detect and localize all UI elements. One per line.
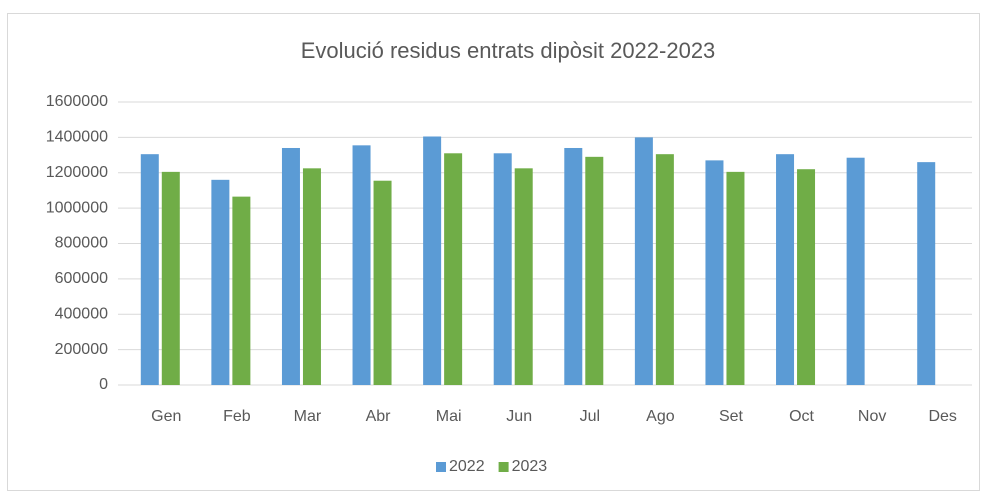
bar — [564, 147, 583, 385]
bar — [776, 154, 795, 385]
x-tick-label: Jul — [580, 408, 600, 425]
bar — [726, 171, 745, 385]
x-tick-label: Feb — [223, 408, 251, 425]
x-tick-label: Des — [928, 408, 956, 425]
legend-swatch — [498, 462, 509, 472]
x-tick-label: Mar — [294, 408, 322, 425]
y-tick-label: 400000 — [55, 305, 108, 322]
y-tick-label: 200000 — [55, 341, 108, 358]
bar — [352, 145, 371, 385]
y-tick-label: 1200000 — [46, 164, 108, 181]
y-tick-label: 1000000 — [46, 199, 108, 216]
x-tick-label: Nov — [858, 408, 886, 425]
y-tick-label: 1400000 — [46, 129, 108, 146]
bar — [493, 153, 512, 385]
legend-swatch — [436, 462, 446, 472]
y-tick-label: 1600000 — [46, 93, 108, 110]
x-tick-label: Abr — [366, 408, 392, 425]
bar — [705, 160, 724, 385]
bar — [444, 153, 463, 385]
x-tick-label: Oct — [789, 408, 814, 425]
bar — [917, 162, 936, 385]
bar — [140, 154, 159, 385]
bar — [634, 137, 653, 385]
bar — [211, 179, 230, 385]
bar — [655, 154, 674, 385]
legend-label: 2023 — [512, 458, 548, 475]
bar — [514, 168, 533, 385]
x-tick-label: Gen — [151, 408, 181, 425]
y-tick-label: 0 — [99, 376, 108, 393]
y-tick-label: 600000 — [55, 270, 108, 287]
x-tick-label: Jun — [506, 408, 532, 425]
x-tick-label: Set — [719, 408, 744, 425]
legend-label: 2022 — [449, 458, 485, 475]
bar — [423, 136, 442, 385]
bar — [232, 196, 251, 385]
bar — [281, 147, 300, 385]
bar — [846, 157, 865, 385]
bar — [302, 168, 321, 385]
bar — [585, 156, 604, 385]
y-tick-label: 800000 — [55, 235, 108, 252]
bar — [797, 169, 816, 385]
x-tick-label: Ago — [646, 408, 675, 425]
bar — [373, 180, 392, 385]
x-tick-label: Mai — [436, 408, 462, 425]
chart-title: Evolució residus entrats dipòsit 2022-20… — [301, 38, 716, 63]
bar — [161, 171, 180, 385]
